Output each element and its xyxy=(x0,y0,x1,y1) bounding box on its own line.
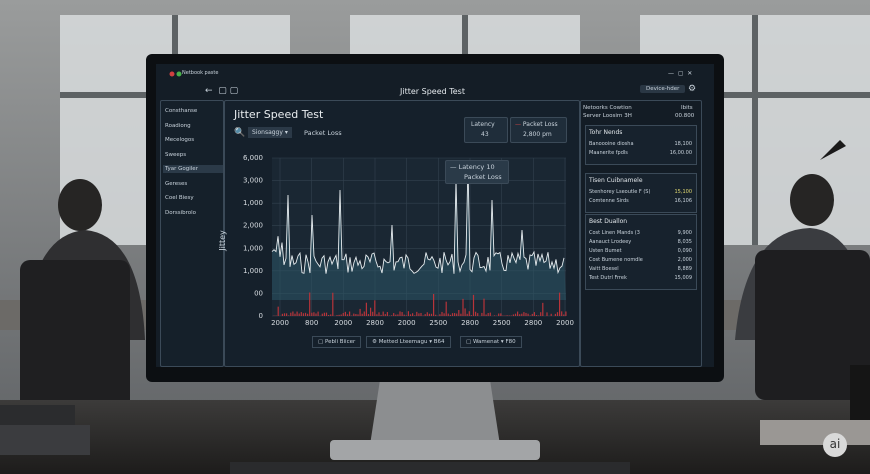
sidebar-item[interactable]: Mecelogos xyxy=(165,137,195,143)
dropdown-text: Sionsaggy xyxy=(252,129,283,136)
row-label: Test Dutrl Frrek xyxy=(589,275,627,281)
heading: Jitter Speed Test xyxy=(234,108,324,121)
card-title: Tisen Cuibnamele xyxy=(589,177,643,184)
row-value: 15,009 xyxy=(674,275,693,281)
y-tick-label: 0 xyxy=(259,312,263,320)
row-value: 16,00.00 xyxy=(669,150,692,156)
x-tick-label: 2800 xyxy=(524,319,542,327)
sidebar-item[interactable]: Dorssibrolo xyxy=(165,209,197,216)
search-icon[interactable]: 🔍 xyxy=(234,128,246,138)
side-panel: Netoorks Cowtion Ibits Server Loosirn 3H 00… xyxy=(580,100,702,367)
row-label: Maanerite fpdls xyxy=(589,150,628,156)
row-value: 15,100 xyxy=(674,189,693,195)
back-button[interactable]: ← ▢ ▢ xyxy=(205,86,239,96)
card-title: Best Duallon xyxy=(589,218,628,225)
y-tick-label: 6,000 xyxy=(243,154,263,162)
button[interactable]: ▢ Wamenat ▾ F80 xyxy=(460,336,522,348)
device-button[interactable]: Device-hder xyxy=(640,85,686,93)
window-controls[interactable]: — ▢ ✕ xyxy=(668,70,693,77)
search-dropdown[interactable]: Sionsaggy ▾ xyxy=(248,127,292,138)
button-text: Pebli Biicer xyxy=(324,339,356,345)
server-label: Server Loosirn 3H xyxy=(583,113,632,119)
sidebar-item[interactable]: Sweeps xyxy=(165,151,187,158)
x-tick-label: 2800 xyxy=(461,319,479,327)
x-tick-label: 2000 xyxy=(556,319,574,327)
legend-text: Latency 10 xyxy=(458,163,495,171)
sidebar-item[interactable]: Tyar Gogiler xyxy=(163,165,223,173)
loss-label: — Packet Loss xyxy=(515,121,558,128)
row-value: 8,889 xyxy=(677,266,692,272)
latency-label: Latency xyxy=(471,121,495,128)
button[interactable]: ▢ Pebli Biicer xyxy=(312,336,362,348)
y-tick-label: 1,000 xyxy=(243,244,263,252)
row-label: Cost Bumene nomdle xyxy=(589,257,643,263)
app-name: Netbook paste xyxy=(182,70,219,76)
row-value: 18,100 xyxy=(674,141,693,147)
row-value: 0,090 xyxy=(677,248,692,254)
row-label: Cost Linen Mands (3 xyxy=(589,230,640,236)
x-tick-label: 2500 xyxy=(493,319,511,327)
x-tick-label: 2500 xyxy=(429,319,447,327)
row-label: Vaitt Boesel xyxy=(589,266,619,272)
row-label: Stenhorey Lseoutle F (S) xyxy=(589,189,651,195)
loss-value: 2,800 pm xyxy=(523,131,552,138)
sidebar-item[interactable]: Gereses xyxy=(165,180,188,187)
y-tick-label: 2,000 xyxy=(243,222,263,230)
card-title: Tohr Nends xyxy=(589,129,623,136)
row-label: Banoooine diosha xyxy=(589,141,634,147)
x-tick-label: 2800 xyxy=(366,319,384,327)
legend-item: — Latency 10 xyxy=(450,163,495,171)
row-label: Usten Bumet xyxy=(589,248,622,254)
x-tick-label: 2000 xyxy=(334,319,352,327)
card: Tohr Nends Banoooine diosha 18,100 Maanerit… xyxy=(585,125,697,165)
row-label: Aanauct Lrodeey xyxy=(589,239,632,245)
area xyxy=(272,165,566,300)
y-tick-label: 1,000 xyxy=(243,267,263,275)
server-value: 00.800 xyxy=(675,113,695,119)
button-text: F80 xyxy=(505,339,516,345)
button[interactable]: ⚙ Metted Lteemagu ▾ B64 xyxy=(366,336,451,348)
legend-item: Packet Loss xyxy=(464,173,502,181)
y-tick-label: 3,000 xyxy=(243,177,263,185)
sidebar-item[interactable]: Coel Biesy xyxy=(165,195,194,201)
latency-card: Latency 43 xyxy=(464,117,508,143)
watermark: ai xyxy=(823,433,847,457)
button-text: B64 xyxy=(433,339,445,345)
latency-value: 43 xyxy=(481,131,489,138)
y-tick-label: 00 xyxy=(254,289,263,297)
y-tick-label: 1,000 xyxy=(243,199,263,207)
button-text: Wamenat xyxy=(472,339,500,345)
loss-label-text: Packet Loss xyxy=(522,121,558,128)
button-text: Metted Lteemagu xyxy=(378,339,428,345)
sidebar-item[interactable]: Consthanse xyxy=(165,108,198,114)
latency-line xyxy=(271,164,565,275)
row-value: 2,000 xyxy=(677,257,692,263)
settings-icon[interactable]: ⚙ xyxy=(688,84,697,94)
y-axis-title: Jittey xyxy=(217,230,227,251)
panel-header: Netoorks Cowtion xyxy=(583,105,632,111)
window-dots xyxy=(169,71,182,77)
card: Tisen Cuibnamele Stenhorey Lseoutle F (S)… xyxy=(585,173,697,213)
loss-card: — Packet Loss 2,800 pm xyxy=(510,117,567,143)
panel-header: Ibits xyxy=(681,105,693,111)
toolbar-title: Jitter Speed Test xyxy=(400,87,465,96)
x-tick-label: 800 xyxy=(305,319,318,327)
card: Best Duallon Cost Linen Mands (3 9,900 Aana… xyxy=(585,214,697,290)
row-value: 8,035 xyxy=(677,239,692,245)
x-tick-label: 2000 xyxy=(271,319,289,327)
x-tick-label: 2000 xyxy=(398,319,416,327)
row-value: 9,900 xyxy=(677,230,692,236)
row-label: Comtenne Sirds xyxy=(589,198,629,204)
legend: — Latency 10 Packet Loss xyxy=(445,160,509,184)
sidebar: Consthanse Roadiong Mecelogos Sweeps Tyar Go… xyxy=(160,100,224,367)
sidebar-item[interactable]: Roadiong xyxy=(165,122,191,129)
row-value: 16,106 xyxy=(674,198,693,204)
search-label: Packet Loss xyxy=(304,129,342,137)
